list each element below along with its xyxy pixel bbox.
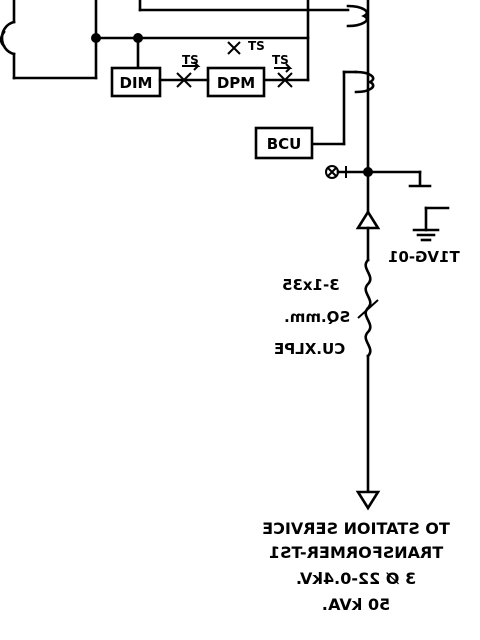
destination-line4: 50 kVA.: [322, 595, 391, 614]
dim-label: DIM: [120, 74, 153, 92]
bcu-module: BCU: [254, 126, 314, 160]
ts-right-label: TS: [272, 53, 289, 67]
current-transformer-symbol: [0, 0, 98, 80]
destination-caption-4: 50 kVA.: [322, 595, 391, 614]
destination-line2: TRANSFORMER-TS1: [269, 543, 443, 562]
feeder-ct-coil-lower: [354, 70, 375, 94]
feeder-ct-coil-top: [346, 4, 369, 28]
destination-caption: TO STATION SERVICE: [262, 519, 450, 538]
test-switch-top: TS: [227, 39, 265, 55]
junction-dot: [91, 33, 101, 43]
destination-caption-2: TRANSFORMER-TS1: [269, 543, 443, 562]
vg-earth-symbol: T1VG-01: [388, 206, 460, 266]
cable-spec: 3-1x35: [282, 276, 340, 294]
destination-caption-3: 3 Ø 22-0.4kV.: [296, 569, 416, 588]
destination-line3: 3 Ø 22-0.4kV.: [296, 569, 416, 588]
indicator-lamp: [325, 165, 370, 179]
test-switch-left: TS: [176, 53, 201, 88]
cable-slash: [357, 299, 379, 319]
bcu-label: BCU: [267, 135, 302, 153]
destination-line1: TO STATION SERVICE: [262, 519, 450, 538]
cable-spec-3: CU.XLPE: [274, 340, 345, 358]
test-switch-right: TS: [272, 53, 293, 88]
termination-triangle-top: [355, 209, 381, 230]
ts-mid-label: TS: [248, 39, 265, 53]
dpm-label: DPM: [217, 74, 255, 92]
ts-left-label: TS: [182, 53, 199, 67]
cable-line1: 3-1x35: [282, 276, 340, 294]
cable-line3: CU.XLPE: [274, 340, 345, 358]
cable-spec-2: SQ.mm.: [284, 308, 350, 326]
dpm-module: DPM: [206, 66, 266, 98]
cable-line2: SQ.mm.: [284, 308, 350, 326]
termination-triangle-bottom: [355, 490, 381, 511]
dim-module: DIM: [110, 66, 162, 98]
vg-label: T1VG-01: [388, 248, 460, 266]
